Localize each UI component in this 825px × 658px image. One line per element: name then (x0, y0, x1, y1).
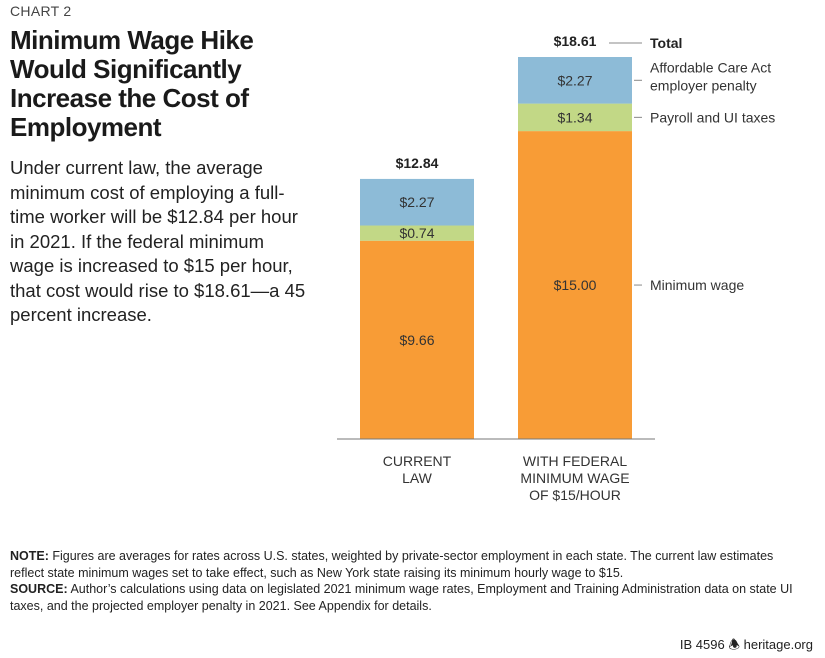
data-label: $9.66 (399, 332, 434, 348)
total-label: $12.84 (396, 155, 439, 171)
total-label: $18.61 (554, 33, 597, 49)
bar-segment (360, 240, 474, 439)
legend-label: employer penalty (650, 77, 757, 93)
legend-label: Payroll and UI taxes (650, 109, 775, 125)
note: NOTE: Figures are averages for rates acr… (10, 548, 810, 581)
bar-segment (518, 103, 632, 132)
chart-title: Minimum Wage Hike Would Significantly In… (10, 25, 254, 142)
category-label: LAW (402, 470, 433, 486)
bar-segment (360, 178, 474, 226)
data-label: $2.27 (557, 72, 592, 88)
site-link[interactable]: heritage.org (743, 637, 813, 652)
category-label: CURRENT (383, 453, 452, 469)
data-label: $0.74 (399, 225, 434, 241)
category-label: MINIMUM WAGE (520, 470, 629, 486)
data-label: $1.34 (557, 109, 592, 125)
data-label: $2.27 (399, 194, 434, 210)
chart-label: CHART 2 (10, 3, 72, 19)
footer: IB 4596 🕭 heritage.org (680, 636, 813, 658)
data-label: $15.00 (554, 277, 597, 293)
source: SOURCE: Author’s calculations using data… (10, 581, 810, 614)
source-label: SOURCE: (10, 582, 68, 596)
source-text: Author’s calculations using data on legi… (10, 582, 793, 613)
bar-segment (360, 225, 474, 241)
legend-label: Affordable Care Act (650, 59, 771, 75)
bell-icon: 🕭 (728, 637, 740, 652)
chart-subtitle: Under current law, the average minimum c… (10, 157, 306, 325)
note-text: Figures are averages for rates across U.… (10, 549, 774, 580)
legend-label: Minimum wage (650, 277, 744, 293)
category-label: WITH FEDERAL (523, 453, 627, 469)
legend-total-label: Total (650, 35, 682, 51)
bar-segment (518, 131, 632, 440)
bar-segment (518, 57, 632, 104)
notes: NOTE: Figures are averages for rates acr… (10, 548, 810, 614)
report-id: IB 4596 (679, 637, 725, 652)
note-label: NOTE: (10, 549, 49, 563)
category-label: OF $15/HOUR (529, 487, 621, 503)
